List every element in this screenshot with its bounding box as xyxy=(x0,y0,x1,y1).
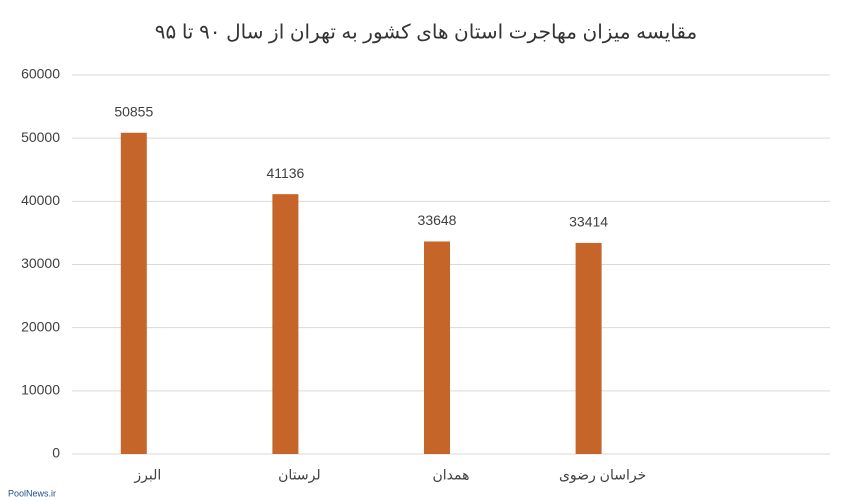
x-tick-label: البرز xyxy=(133,467,161,484)
bar xyxy=(120,132,147,454)
y-tick-label: 0 xyxy=(52,445,60,461)
watermark: PoolNews.ir xyxy=(8,488,56,498)
x-tick-label: خراسان رضوی xyxy=(559,467,646,484)
y-tick-label: 40000 xyxy=(21,192,60,208)
y-tick-label: 30000 xyxy=(21,255,60,271)
y-tick-label: 10000 xyxy=(21,382,60,398)
bar xyxy=(424,241,450,454)
y-tick-label: 50000 xyxy=(21,129,60,145)
x-tick-label: لرستان xyxy=(278,467,321,484)
x-tick-label: همدان xyxy=(433,467,470,483)
y-tick-label: 20000 xyxy=(21,318,60,334)
data-label: 41136 xyxy=(266,165,304,181)
chart-title: مقایسه میزان مهاجرت استان های کشور به ته… xyxy=(155,21,697,43)
y-tick-label: 60000 xyxy=(21,66,60,82)
data-label: 33648 xyxy=(418,212,457,228)
data-label: 33414 xyxy=(569,214,608,230)
bar xyxy=(575,242,602,454)
data-label: 50855 xyxy=(114,103,153,119)
bar xyxy=(272,194,299,454)
